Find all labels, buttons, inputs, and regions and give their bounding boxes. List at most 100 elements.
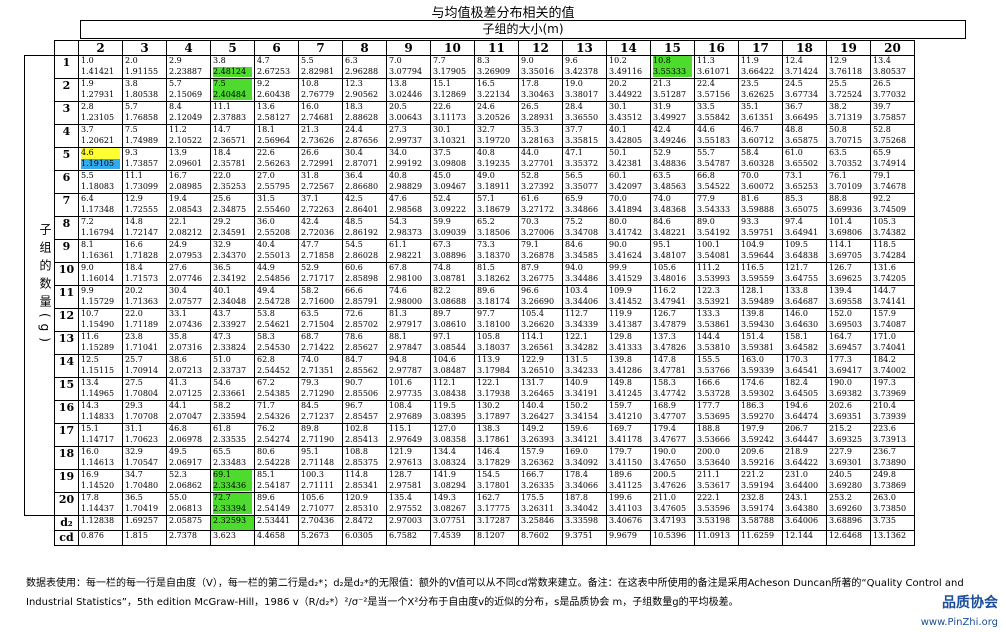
table-cell: 7.5 1.74989 (122, 124, 167, 148)
table-cell: 177.3 3.69417 (826, 354, 871, 378)
table-cell: 109.9 3.41452 (606, 285, 651, 309)
cell-degrees-of-freedom: 52.8 (521, 171, 539, 181)
table-row: 8 7.2 1.16794 14.8 1.72147 22.1 2.08212 29.2 2.3… (25, 216, 915, 240)
cell-d2-star: 3.02446 (389, 89, 423, 99)
cell-d2-star: 3.74914 (873, 158, 907, 168)
cell-d2-star: 2.87656 (345, 135, 379, 145)
cell-d2-star: 2.54326 (257, 411, 291, 421)
cell-d2-star: 2.72567 (301, 181, 335, 191)
table-cell: 47.7 2.71858 (298, 239, 343, 263)
watermark-url: www.PinZhi.org (920, 617, 998, 628)
cell-degrees-of-freedom: 13.9 (169, 148, 187, 158)
cell-d2-star: 1.15289 (81, 342, 115, 352)
cell-degrees-of-freedom: 178.4 (565, 470, 588, 480)
cell-d2-star: 2.88628 (345, 112, 379, 122)
cell-degrees-of-freedom: 231.0 (785, 470, 808, 480)
cell-degrees-of-freedom: 36.7 (785, 102, 803, 112)
cell-d2-star: 3.65075 (785, 204, 819, 214)
cell-d2-star: 3.41178 (609, 434, 643, 444)
table-cell: 119.5 3.08395 (430, 400, 475, 424)
table-cell: 54.5 2.86028 (342, 239, 387, 263)
table-cell: 146.4 3.17829 (474, 446, 519, 470)
cell-d2-star: 3.08487 (433, 365, 467, 375)
cell-d2-star: 2.85791 (345, 296, 379, 306)
cell-d2-star: 3.17984 (477, 365, 511, 375)
cell-d2-star: 1.70914 (125, 365, 159, 375)
table-cell: 49.5 2.06917 (166, 446, 211, 470)
table-cell: 197.9 3.59242 (738, 423, 783, 447)
table-cell: 46.8 2.06978 (166, 423, 211, 447)
cell-degrees-of-freedom: 74.0 (653, 194, 671, 204)
cell-d2-star: 2.99737 (389, 135, 423, 145)
table-cell: 61.1 2.98221 (386, 239, 431, 263)
cell-degrees-of-freedom: 144.7 (873, 286, 896, 296)
cell-degrees-of-freedom: 9.9 (81, 286, 94, 296)
table-cell: 115.1 2.97649 (386, 423, 431, 447)
cell-d2-star: 3.09467 (433, 181, 467, 191)
cell-degrees-of-freedom: 133.3 (697, 309, 720, 319)
table-cell: 108.4 2.97689 (386, 400, 431, 424)
cell-d2-star: 2.72991 (301, 158, 335, 168)
table-cell: 105.6 2.71077 (298, 492, 343, 516)
table-cell: 47.6 2.98568 (386, 193, 431, 217)
cell-d2-star: 3.72524 (829, 89, 863, 99)
table-cell: 11.2 2.10522 (166, 124, 211, 148)
table-row: 17 15.1 1.14717 31.1 1.70623 46.8 2.06978 61.8 2… (25, 423, 915, 447)
cell-degrees-of-freedom: 108.4 (389, 401, 412, 411)
cell-degrees-of-freedom: 11.2 (169, 125, 187, 135)
cell-degrees-of-freedom: 9.6 (565, 56, 578, 66)
cell-d2-star: 3.69382 (829, 388, 863, 398)
cell-d2-star: 3.64447 (785, 434, 819, 444)
cell-d2-star: 3.27006 (521, 227, 555, 237)
cell-d2-star: 3.55333 (653, 66, 692, 77)
table-cell: 32.9 1.70547 (122, 446, 167, 470)
table-cell: 200.5 3.47626 (650, 469, 695, 493)
table-cell: 12.9 3.76118 (826, 55, 871, 79)
cell-d2-star: 3.48368 (653, 204, 687, 214)
cell-d2-star: 2.54228 (257, 457, 291, 467)
cell-degrees-of-freedom: 84.7 (345, 355, 363, 365)
cell-d2-star: 3.42805 (609, 135, 643, 145)
cell-d2-star: 3.64541 (785, 365, 819, 375)
cell-d2-star: 3.41894 (609, 204, 643, 214)
cell-d2-star: 3.26690 (521, 296, 555, 306)
cell-d2-star: 3.74087 (873, 319, 907, 329)
cell-degrees-of-freedom: 116.5 (741, 263, 764, 273)
cell-d2-star: 2.85310 (345, 503, 379, 513)
cell-d2-star: 3.47879 (653, 319, 687, 329)
cell-d2-star: 2.07953 (169, 250, 203, 260)
table-cell: 29.2 2.34591 (210, 216, 255, 240)
cell-degrees-of-freedom: 20.5 (389, 102, 407, 112)
cell-d2-star: 3.59302 (741, 388, 775, 398)
cell-degrees-of-freedom: 85.1 (257, 470, 275, 480)
cd-row-value: 8.7602 (518, 530, 563, 546)
cell-d2-star: 3.74509 (873, 204, 907, 214)
column-header-m: 4 (166, 40, 211, 56)
table-cell: 188.8 3.53666 (694, 423, 739, 447)
table-cell: 13.6 2.58127 (254, 101, 299, 125)
cell-d2-star: 3.08395 (433, 411, 467, 421)
cell-degrees-of-freedom: 26.5 (873, 79, 891, 89)
cell-d2-star: 3.08610 (433, 319, 467, 329)
table-cell: 121.9 2.97613 (386, 446, 431, 470)
table-cell: 74.8 3.08781 (430, 262, 475, 286)
table-cell: 84.7 2.85562 (342, 354, 387, 378)
cell-degrees-of-freedom: 12.3 (345, 79, 363, 89)
cell-degrees-of-freedom: 6.3 (345, 56, 358, 66)
table-cell: 5.7 2.15069 (166, 78, 211, 102)
table-cell: 34.7 1.70480 (122, 469, 167, 493)
cell-degrees-of-freedom: 7.2 (81, 217, 94, 227)
table-cell: 221.2 3.59194 (738, 469, 783, 493)
cell-d2-star: 3.22134 (477, 89, 511, 99)
table-cell: 12.9 1.72555 (122, 193, 167, 217)
cell-d2-star: 3.26775 (521, 273, 555, 283)
cell-d2-star: 3.53596 (697, 503, 731, 513)
table-cell: 18.1 2.56964 (254, 124, 299, 148)
table-cell: 231.0 3.64400 (782, 469, 827, 493)
cell-degrees-of-freedom: 1.9 (81, 79, 94, 89)
table-cell: 61.0 3.65502 (782, 147, 827, 171)
cell-degrees-of-freedom: 168.9 (653, 401, 676, 411)
cell-d2-star: 2.97689 (389, 411, 423, 421)
cell-degrees-of-freedom: 65.9 (873, 148, 891, 158)
table-cell: 96.6 3.26690 (518, 285, 563, 309)
